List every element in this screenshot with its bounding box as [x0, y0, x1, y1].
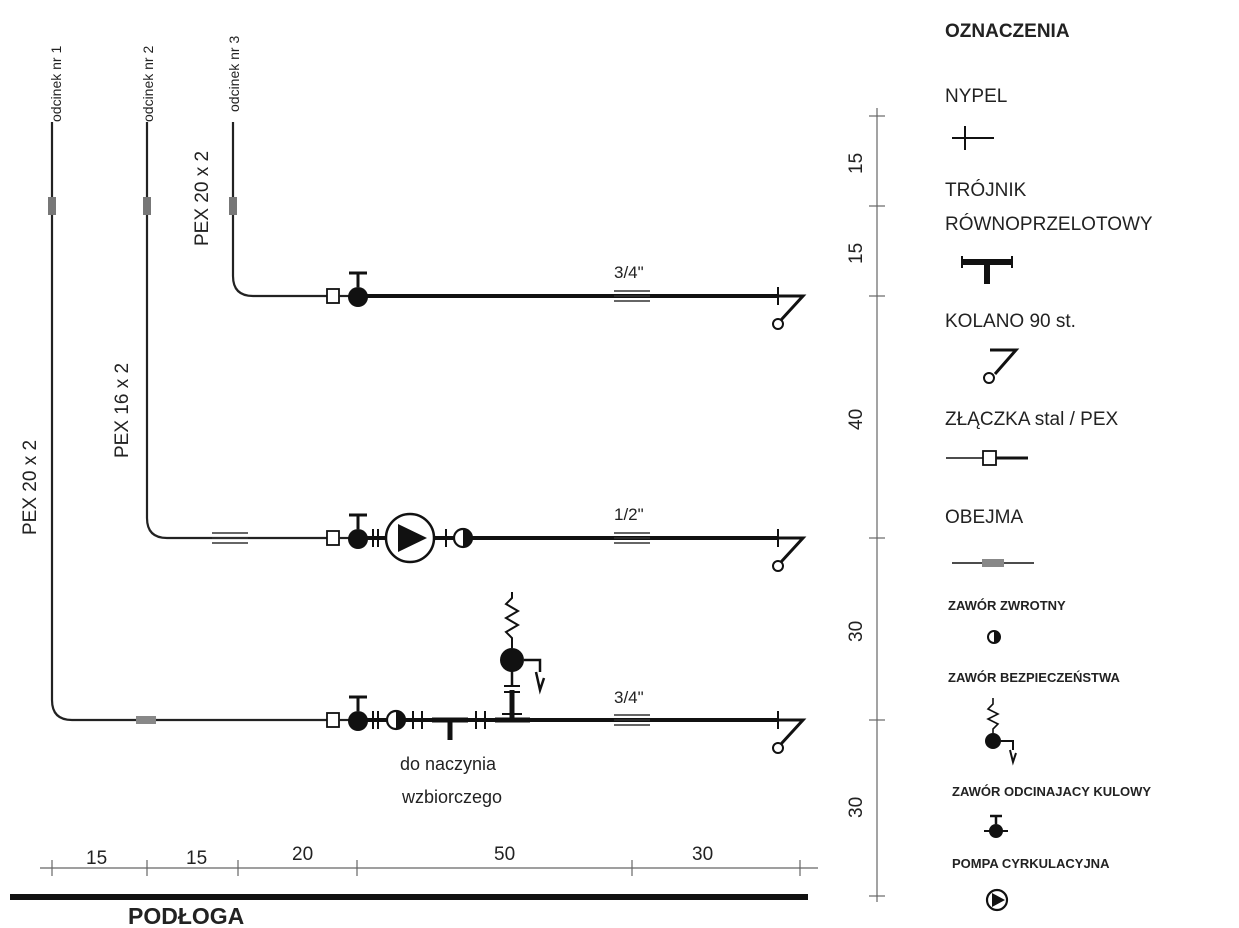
pipe-3-label: PEX 20 x 2	[192, 151, 213, 246]
legend-label-coupling: ZŁĄCZKA stal / PEX	[945, 409, 1118, 430]
coupling-icon	[946, 450, 1028, 466]
pump-icon	[985, 888, 1009, 912]
side-dim-4: 30	[846, 621, 867, 642]
size-label-line-2: 1/2"	[614, 505, 644, 524]
floor-label: PODŁOGA	[128, 903, 244, 928]
bottom-dim-2: 15	[186, 848, 207, 869]
safety-valve-line-1	[500, 592, 546, 695]
elbow-icon	[983, 348, 1020, 384]
bottom-dim-1: 15	[86, 848, 107, 869]
segment-3-label: odcinek nr 3	[226, 36, 242, 112]
check-valve-icon	[987, 630, 1001, 644]
legend-label-nypel: NYPEL	[945, 86, 1007, 107]
legend-label-tee-1: TRÓJNIK	[945, 179, 1027, 201]
legend-label-safety-valve: ZAWÓR BEZPIECZEŃSTWA	[948, 670, 1121, 685]
side-dim-1: 15	[846, 153, 867, 174]
bottom-dim-4: 50	[494, 844, 515, 865]
bottom-dim-5: 30	[692, 844, 713, 865]
side-dim-3: 40	[846, 409, 867, 430]
legend-label-ball-valve: ZAWÓR ODCINAJACY KULOWY	[952, 784, 1151, 799]
legend: OZNACZENIA NYPEL TRÓJNIK RÓWNOPRZELOTOWY…	[945, 21, 1153, 912]
legend-label-elbow: KOLANO 90 st.	[945, 311, 1076, 332]
side-dim-5: 30	[846, 797, 867, 818]
bottom-dimension-line	[40, 860, 818, 876]
pipe-1-label: PEX 20 x 2	[20, 440, 41, 535]
pipe-2-label: PEX 16 x 2	[112, 363, 133, 458]
legend-label-check-valve: ZAWÓR ZWROTNY	[948, 598, 1066, 613]
vessel-note-line-2: wzbiorczego	[401, 787, 502, 807]
bottom-dim-3: 20	[292, 844, 313, 865]
safety-valve-icon	[985, 698, 1017, 766]
size-label-line-1: 3/4"	[614, 688, 644, 707]
clamp-icon	[952, 559, 1034, 567]
pipe-line-3	[229, 122, 805, 331]
ball-valve-icon	[984, 814, 1008, 838]
legend-title: OZNACZENIA	[945, 21, 1070, 42]
size-label-line-3: 3/4"	[614, 263, 644, 282]
legend-label-pump: POMPA CYRKULACYJNA	[952, 856, 1110, 871]
legend-label-clamp: OBEJMA	[945, 507, 1023, 528]
legend-label-tee-2: RÓWNOPRZELOTOWY	[945, 213, 1153, 235]
side-dimension-line	[869, 108, 885, 902]
tee-icon	[961, 256, 1013, 284]
nipple-icon	[952, 126, 994, 150]
pipe-line-1	[48, 122, 805, 755]
vessel-note-line-1: do naczynia	[400, 754, 497, 774]
segment-2-label: odcinek nr 2	[140, 46, 156, 122]
segment-1-label: odcinek nr 1	[48, 46, 64, 122]
pump-line-2	[384, 512, 436, 564]
pipe-line-2	[143, 122, 805, 573]
floor-line	[10, 894, 808, 900]
side-dim-2: 15	[846, 243, 867, 264]
